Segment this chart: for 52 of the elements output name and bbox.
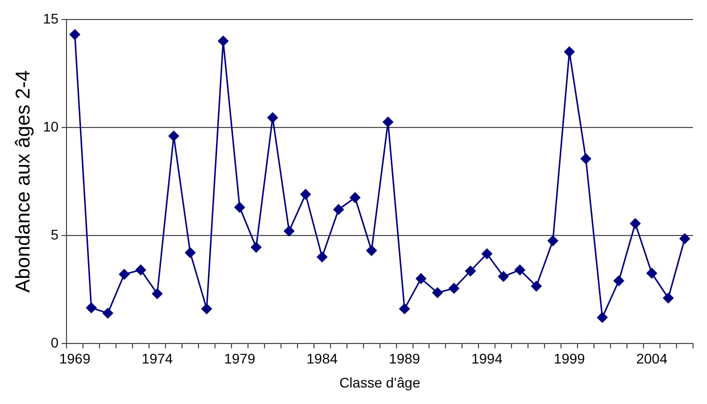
point xyxy=(514,264,526,276)
x-tick-label: 1994 xyxy=(471,350,503,367)
x-tick-label: 1984 xyxy=(306,350,338,367)
y-tick-label: 10 xyxy=(42,118,59,134)
point xyxy=(646,268,658,278)
point xyxy=(614,276,624,286)
y-tick-label: 0 xyxy=(50,334,59,350)
y-tick-label: 5 xyxy=(50,226,59,242)
point xyxy=(350,192,360,203)
point xyxy=(680,233,690,244)
x-tick-label: 1974 xyxy=(142,350,174,367)
point xyxy=(152,288,162,299)
point xyxy=(218,36,228,46)
y-axis-title: Abondance aux âges 2-4 xyxy=(12,70,35,293)
x-tick-label: 1969 xyxy=(59,350,91,367)
x-tick-label: 1979 xyxy=(224,350,256,367)
point xyxy=(580,153,592,164)
point xyxy=(284,226,294,236)
point xyxy=(250,242,262,253)
point xyxy=(498,271,509,282)
point xyxy=(382,116,394,128)
y-tick-label: 15 xyxy=(42,10,59,26)
x-axis-title: Classe d’âge xyxy=(339,374,420,390)
point xyxy=(102,308,114,318)
point xyxy=(432,287,443,298)
point xyxy=(366,245,377,256)
x-tick-label: 1989 xyxy=(388,350,420,367)
point xyxy=(86,302,97,314)
point xyxy=(448,283,460,294)
point xyxy=(548,236,558,246)
point xyxy=(531,280,542,292)
point xyxy=(234,202,245,213)
point xyxy=(267,112,278,123)
x-tick-label: 2004 xyxy=(636,350,668,367)
point xyxy=(416,273,426,284)
point xyxy=(136,264,146,276)
point xyxy=(168,130,179,142)
point xyxy=(482,248,492,260)
point xyxy=(333,204,344,215)
x-tick-label: 1999 xyxy=(554,350,586,367)
point xyxy=(70,29,80,40)
point xyxy=(119,269,130,280)
point xyxy=(184,247,196,258)
point xyxy=(399,304,410,314)
point xyxy=(630,218,641,229)
point xyxy=(201,304,212,314)
point xyxy=(465,266,476,276)
point xyxy=(597,312,608,323)
point xyxy=(564,46,575,58)
point xyxy=(663,292,674,304)
point xyxy=(316,252,328,262)
point xyxy=(300,189,311,200)
